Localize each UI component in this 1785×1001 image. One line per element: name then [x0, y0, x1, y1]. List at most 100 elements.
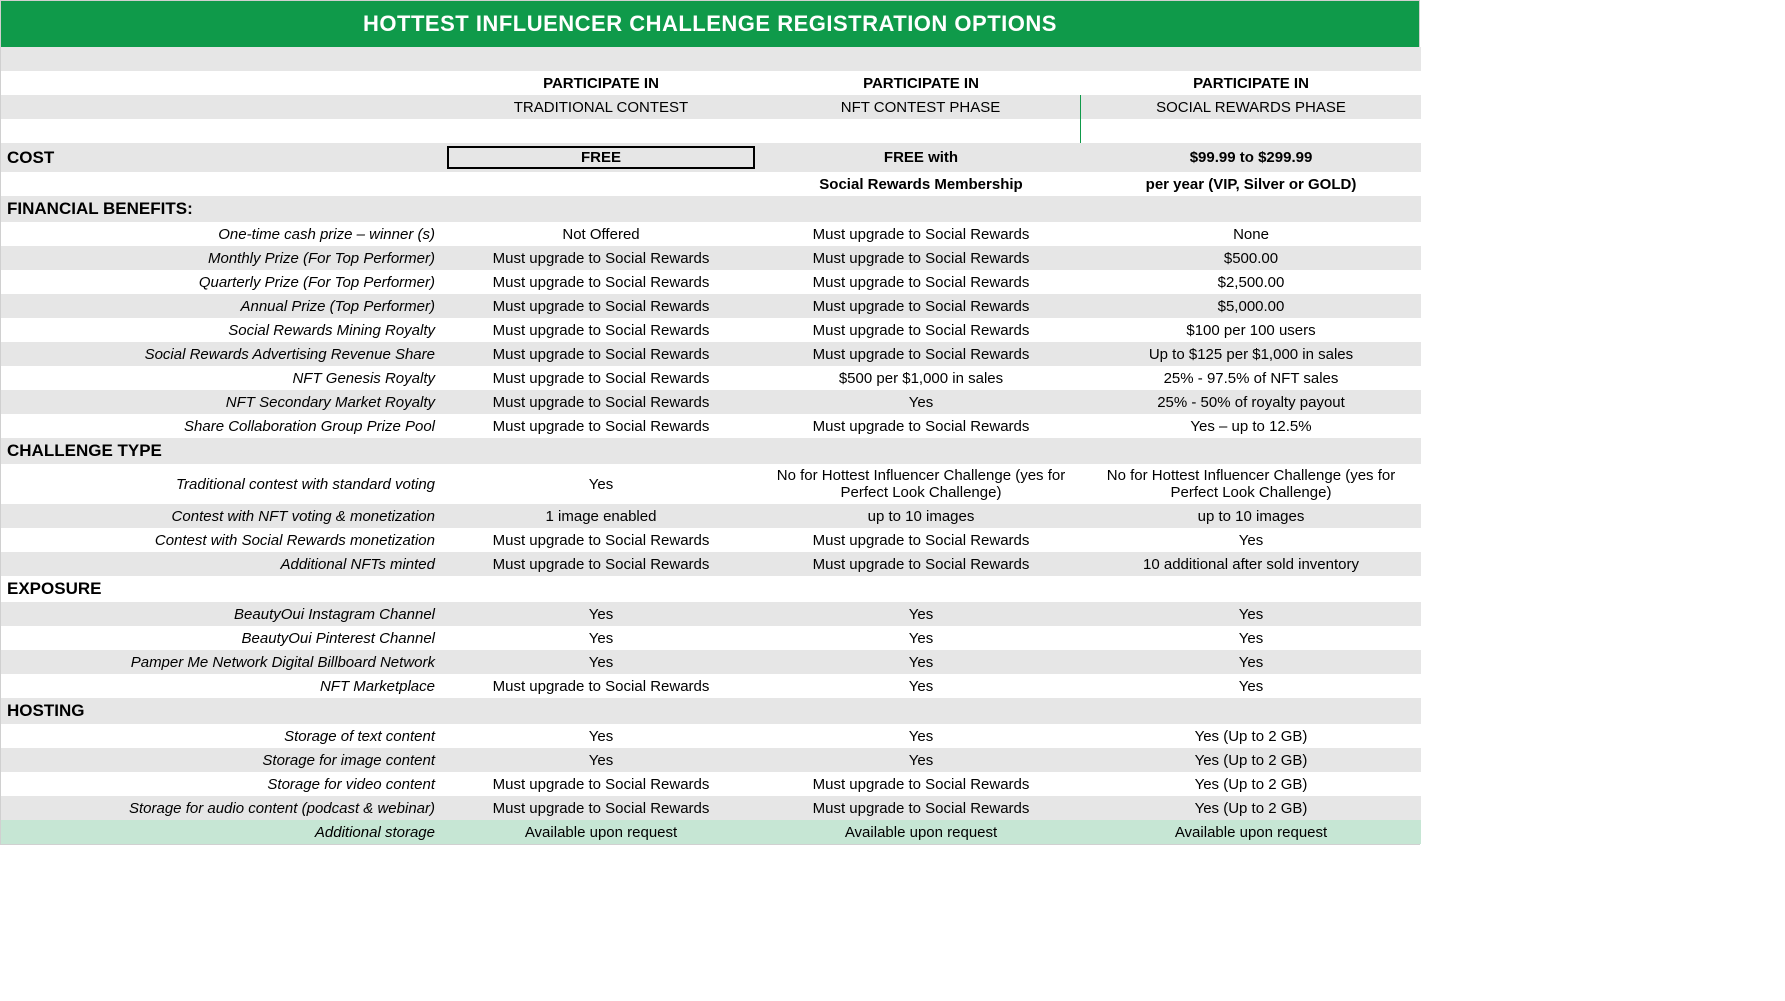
col2-header-1: PARTICIPATE IN	[761, 71, 1081, 95]
blank	[761, 576, 1081, 602]
financial-row-label: Monthly Prize (For Top Performer)	[1, 246, 441, 270]
financial-row-label: Annual Prize (Top Performer)	[1, 294, 441, 318]
financial-row-label: Share Collaboration Group Prize Pool	[1, 414, 441, 438]
cost-col1: FREE	[441, 143, 761, 172]
hosting-row-c2: Must upgrade to Social Rewards	[761, 796, 1081, 820]
financial-section-label: FINANCIAL BENEFITS:	[1, 196, 441, 222]
financial-row-c1: Must upgrade to Social Rewards	[441, 318, 761, 342]
grid: PARTICIPATE IN PARTICIPATE IN PARTICIPAT…	[1, 47, 1419, 844]
hosting-section-label: HOSTING	[1, 698, 441, 724]
hosting-row-c2: Yes	[761, 748, 1081, 772]
challenge-row-c1: Must upgrade to Social Rewards	[441, 528, 761, 552]
blank	[1081, 196, 1421, 222]
financial-row-c2: Must upgrade to Social Rewards	[761, 342, 1081, 366]
hosting-row-c1: Available upon request	[441, 820, 761, 844]
financial-row-c1: Must upgrade to Social Rewards	[441, 414, 761, 438]
spacer	[761, 119, 1081, 143]
challenge-row-c1: Yes	[441, 464, 761, 504]
financial-row-label: Quarterly Prize (For Top Performer)	[1, 270, 441, 294]
hosting-row-c2: Must upgrade to Social Rewards	[761, 772, 1081, 796]
free-box: FREE	[447, 146, 755, 169]
blank	[761, 438, 1081, 464]
hosting-row-c2: Yes	[761, 724, 1081, 748]
challenge-row-c3: No for Hottest Influencer Challenge (yes…	[1081, 464, 1421, 504]
blank	[1081, 698, 1421, 724]
challenge-row-c3: Yes	[1081, 528, 1421, 552]
challenge-row-label: Contest with NFT voting & monetization	[1, 504, 441, 528]
challenge-section-label: CHALLENGE TYPE	[1, 438, 441, 464]
financial-row-c1: Must upgrade to Social Rewards	[441, 294, 761, 318]
exposure-row-label: Pamper Me Network Digital Billboard Netw…	[1, 650, 441, 674]
blank	[441, 172, 761, 196]
blank	[761, 698, 1081, 724]
cost-col2-line2: Social Rewards Membership	[761, 172, 1081, 196]
financial-row-c3: $500.00	[1081, 246, 1421, 270]
cost-col2-line1: FREE with	[761, 143, 1081, 172]
financial-row-c1: Must upgrade to Social Rewards	[441, 270, 761, 294]
hosting-row-label: Storage for audio content (podcast & web…	[1, 796, 441, 820]
blank	[1, 95, 441, 119]
financial-row-label: NFT Genesis Royalty	[1, 366, 441, 390]
hosting-row-c1: Must upgrade to Social Rewards	[441, 796, 761, 820]
financial-row-c2: Must upgrade to Social Rewards	[761, 294, 1081, 318]
challenge-row-label: Additional NFTs minted	[1, 552, 441, 576]
financial-row-label: Social Rewards Mining Royalty	[1, 318, 441, 342]
exposure-row-c2: Yes	[761, 602, 1081, 626]
challenge-row-c2: Must upgrade to Social Rewards	[761, 552, 1081, 576]
blank	[1081, 438, 1421, 464]
financial-row-c3: Up to $125 per $1,000 in sales	[1081, 342, 1421, 366]
spacer	[761, 47, 1081, 71]
exposure-row-c1: Yes	[441, 602, 761, 626]
blank	[1, 172, 441, 196]
col3-header-1: PARTICIPATE IN	[1081, 71, 1421, 95]
exposure-section-label: EXPOSURE	[1, 576, 441, 602]
spacer	[1, 47, 441, 71]
hosting-row-c3: Yes (Up to 2 GB)	[1081, 772, 1421, 796]
challenge-row-c2: Must upgrade to Social Rewards	[761, 528, 1081, 552]
financial-row-c3: None	[1081, 222, 1421, 246]
page-title: HOTTEST INFLUENCER CHALLENGE REGISTRATIO…	[1, 1, 1419, 47]
exposure-row-c2: Yes	[761, 650, 1081, 674]
hosting-row-label: Storage of text content	[1, 724, 441, 748]
spacer	[441, 119, 761, 143]
financial-row-c1: Must upgrade to Social Rewards	[441, 246, 761, 270]
financial-row-c1: Must upgrade to Social Rewards	[441, 342, 761, 366]
financial-row-label: Social Rewards Advertising Revenue Share	[1, 342, 441, 366]
hosting-row-c3: Yes (Up to 2 GB)	[1081, 796, 1421, 820]
financial-row-c1: Must upgrade to Social Rewards	[441, 390, 761, 414]
spacer	[1081, 47, 1421, 71]
cost-col3-line2: per year (VIP, Silver or GOLD)	[1081, 172, 1421, 196]
financial-row-c1: Must upgrade to Social Rewards	[441, 366, 761, 390]
hosting-row-c3: Yes (Up to 2 GB)	[1081, 748, 1421, 772]
spacer	[441, 47, 761, 71]
financial-row-c3: $2,500.00	[1081, 270, 1421, 294]
blank	[441, 698, 761, 724]
exposure-row-c1: Yes	[441, 650, 761, 674]
financial-row-c2: $500 per $1,000 in sales	[761, 366, 1081, 390]
financial-row-c2: Must upgrade to Social Rewards	[761, 222, 1081, 246]
col1-header-1: PARTICIPATE IN	[441, 71, 761, 95]
blank	[1, 71, 441, 95]
challenge-row-label: Traditional contest with standard voting	[1, 464, 441, 504]
hosting-row-c1: Must upgrade to Social Rewards	[441, 772, 761, 796]
exposure-row-c2: Yes	[761, 626, 1081, 650]
hosting-row-c2: Available upon request	[761, 820, 1081, 844]
financial-row-c2: Must upgrade to Social Rewards	[761, 246, 1081, 270]
exposure-row-label: BeautyOui Pinterest Channel	[1, 626, 441, 650]
exposure-row-label: BeautyOui Instagram Channel	[1, 602, 441, 626]
financial-row-c2: Must upgrade to Social Rewards	[761, 270, 1081, 294]
financial-row-c2: Must upgrade to Social Rewards	[761, 318, 1081, 342]
challenge-row-c1: Must upgrade to Social Rewards	[441, 552, 761, 576]
exposure-row-label: NFT Marketplace	[1, 674, 441, 698]
exposure-row-c3: Yes	[1081, 674, 1421, 698]
hosting-row-label: Additional storage	[1, 820, 441, 844]
financial-row-label: One-time cash prize – winner (s)	[1, 222, 441, 246]
challenge-row-c1: 1 image enabled	[441, 504, 761, 528]
financial-row-c2: Must upgrade to Social Rewards	[761, 414, 1081, 438]
financial-row-c3: 25% - 50% of royalty payout	[1081, 390, 1421, 414]
hosting-row-c1: Yes	[441, 724, 761, 748]
exposure-row-c2: Yes	[761, 674, 1081, 698]
exposure-row-c3: Yes	[1081, 626, 1421, 650]
comparison-table: HOTTEST INFLUENCER CHALLENGE REGISTRATIO…	[0, 0, 1420, 845]
financial-row-c2: Yes	[761, 390, 1081, 414]
